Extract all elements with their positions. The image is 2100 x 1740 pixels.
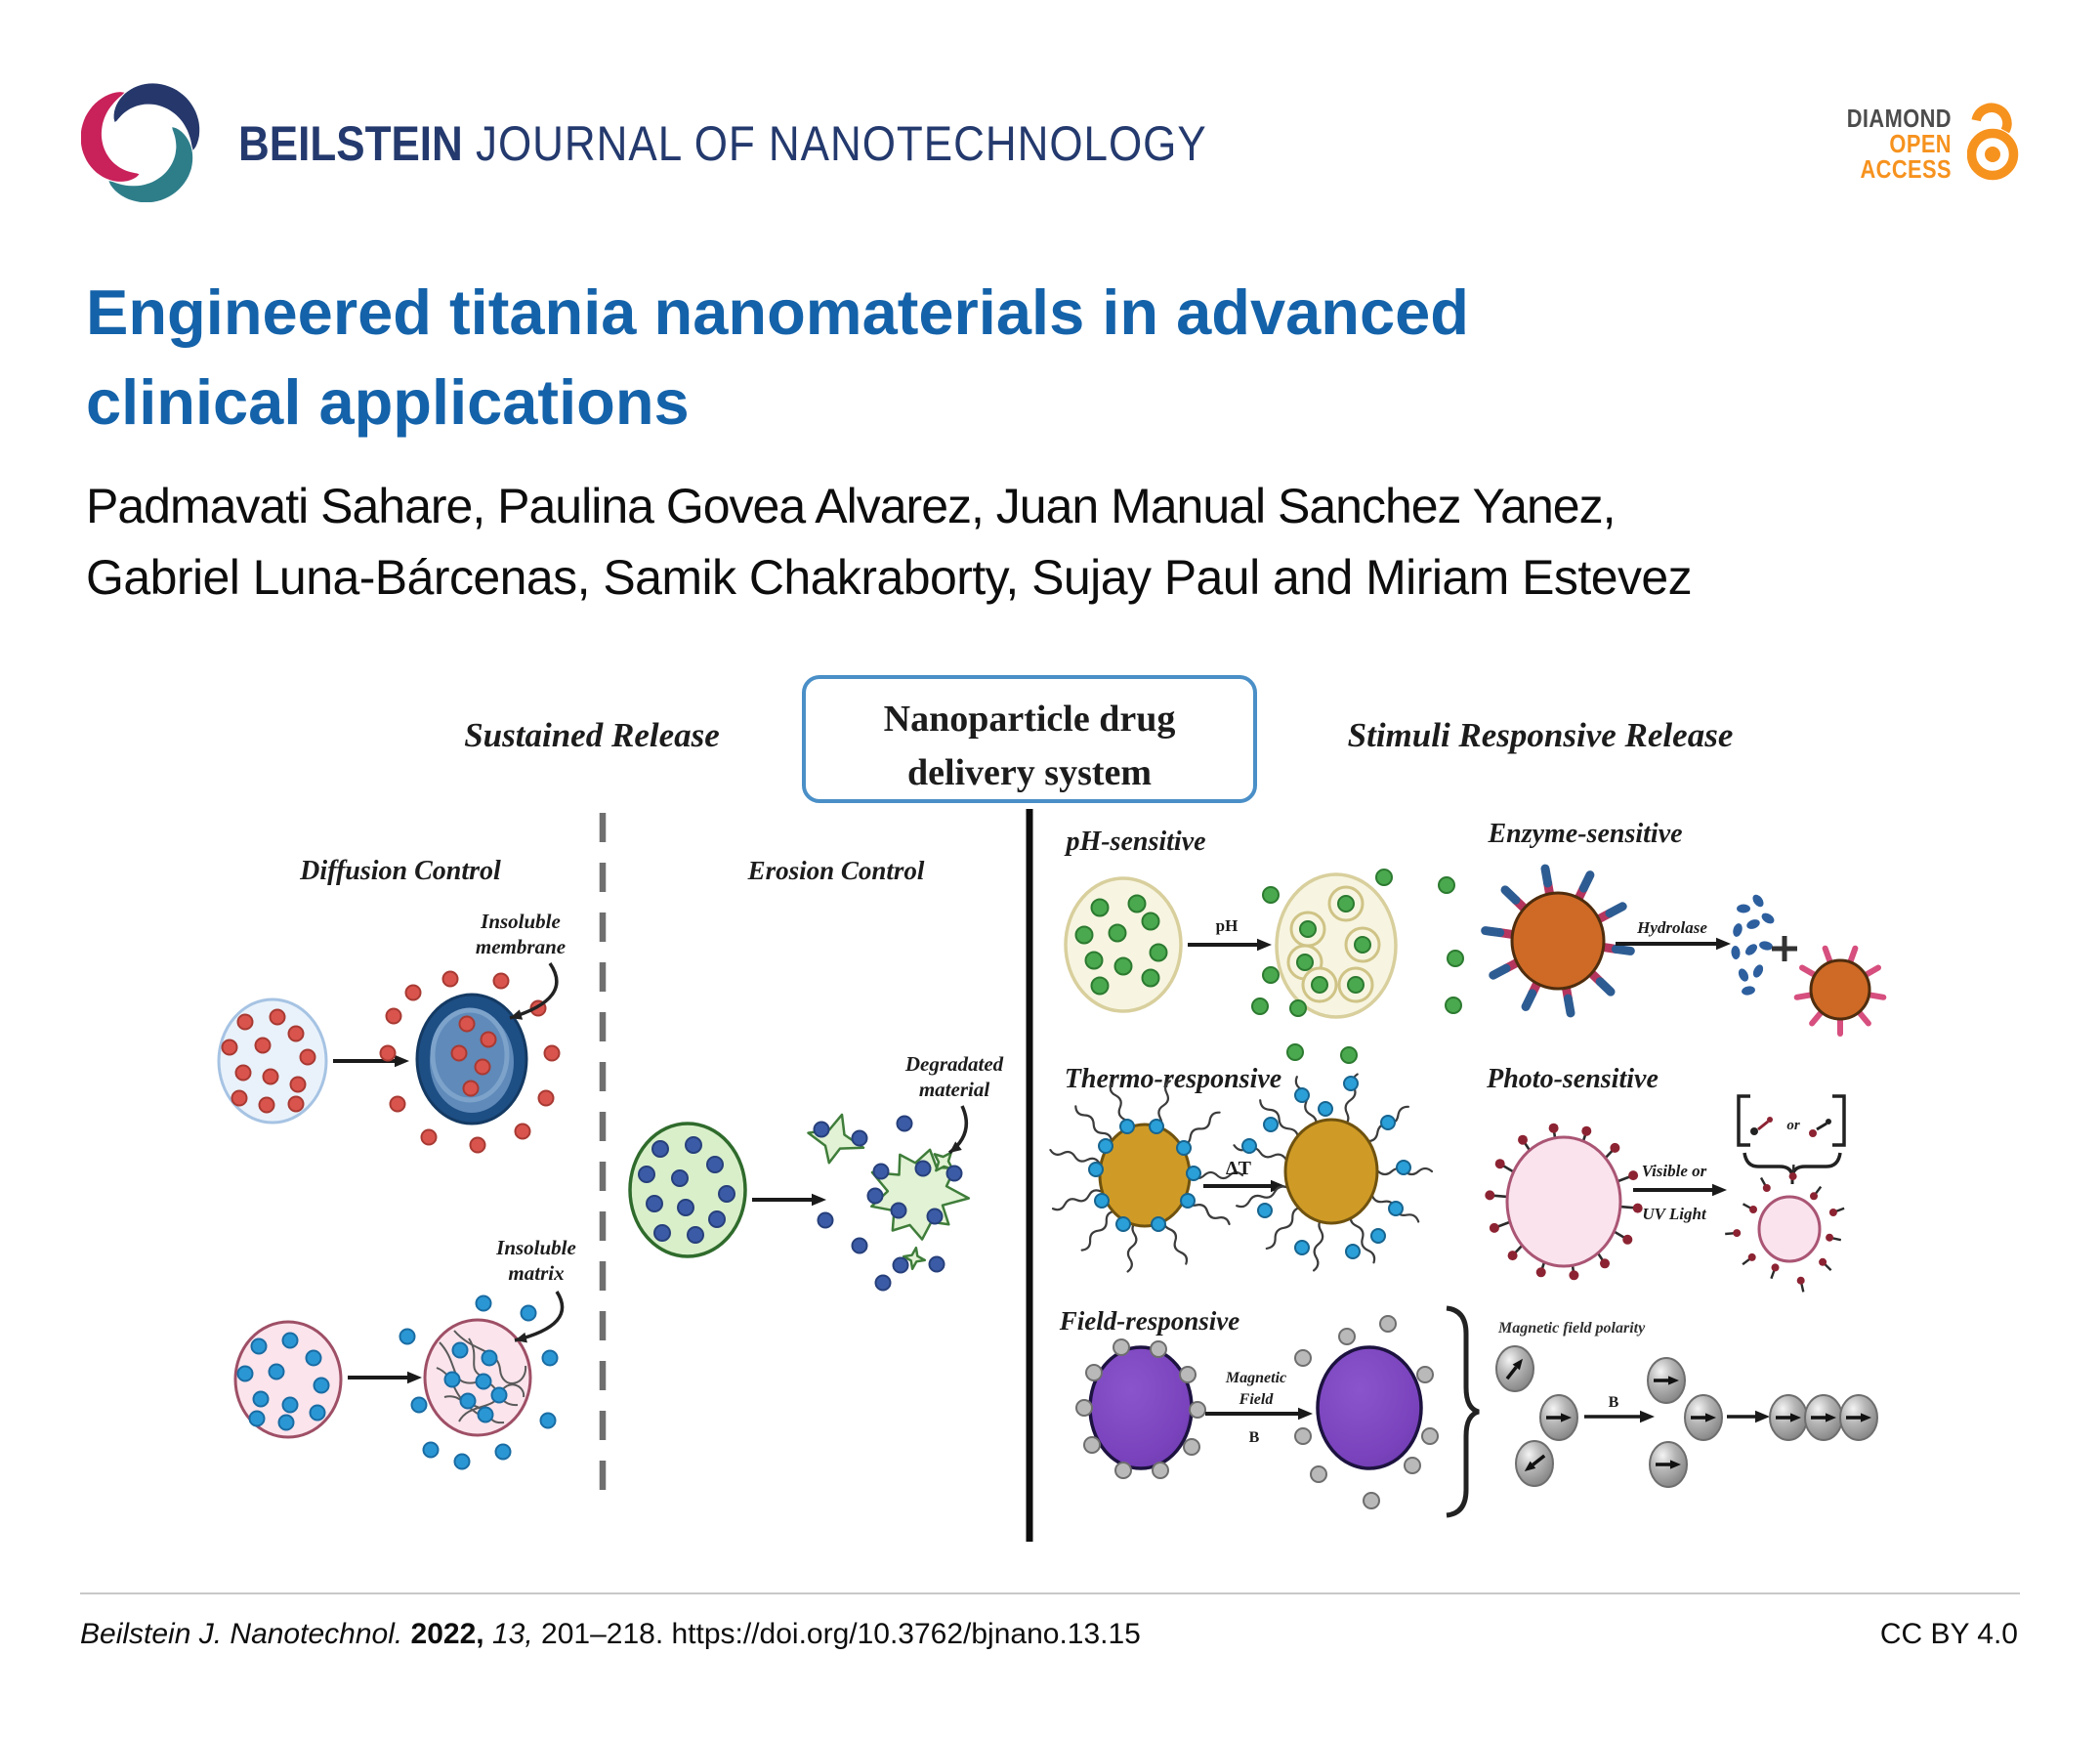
svg-text:Diffusion Control: Diffusion Control: [299, 856, 501, 886]
svg-text:Insoluble: Insoluble: [495, 1236, 576, 1259]
svg-text:Stimuli Responsive Release: Stimuli Responsive Release: [1348, 716, 1734, 754]
svg-text:material: material: [919, 1078, 989, 1101]
svg-text:Thermo-responsive: Thermo-responsive: [1065, 1064, 1281, 1094]
svg-text:pH-sensitive: pH-sensitive: [1064, 827, 1205, 857]
svg-text:B: B: [1609, 1394, 1619, 1411]
svg-text:membrane: membrane: [476, 935, 566, 958]
svg-text:Visible or: Visible or: [1642, 1162, 1707, 1180]
svg-text:matrix: matrix: [508, 1261, 564, 1285]
svg-text:or: or: [1786, 1118, 1800, 1133]
svg-text:Magnetic field polarity: Magnetic field polarity: [1497, 1320, 1646, 1337]
svg-text:Nanoparticle drug: Nanoparticle drug: [884, 699, 1176, 740]
svg-text:Hydrolase: Hydrolase: [1636, 918, 1707, 937]
svg-text:Enzyme-sensitive: Enzyme-sensitive: [1487, 819, 1682, 849]
svg-text:Magnetic: Magnetic: [1225, 1370, 1286, 1386]
svg-text:Field-responsive: Field-responsive: [1059, 1306, 1239, 1336]
svg-text:Sustained Release: Sustained Release: [464, 716, 720, 754]
svg-text:pH: pH: [1216, 916, 1239, 935]
svg-text:UV Light: UV Light: [1642, 1205, 1707, 1223]
svg-text:ΔT: ΔT: [1226, 1158, 1252, 1179]
svg-text:delivery system: delivery system: [907, 752, 1152, 793]
svg-text:B: B: [1249, 1429, 1260, 1446]
svg-text:Degradated: Degradated: [904, 1052, 1004, 1076]
svg-text:Insoluble: Insoluble: [480, 910, 561, 933]
svg-text:Photo-sensitive: Photo-sensitive: [1486, 1064, 1659, 1094]
svg-text:Field: Field: [1239, 1391, 1275, 1408]
svg-text:Erosion Control: Erosion Control: [747, 856, 925, 885]
